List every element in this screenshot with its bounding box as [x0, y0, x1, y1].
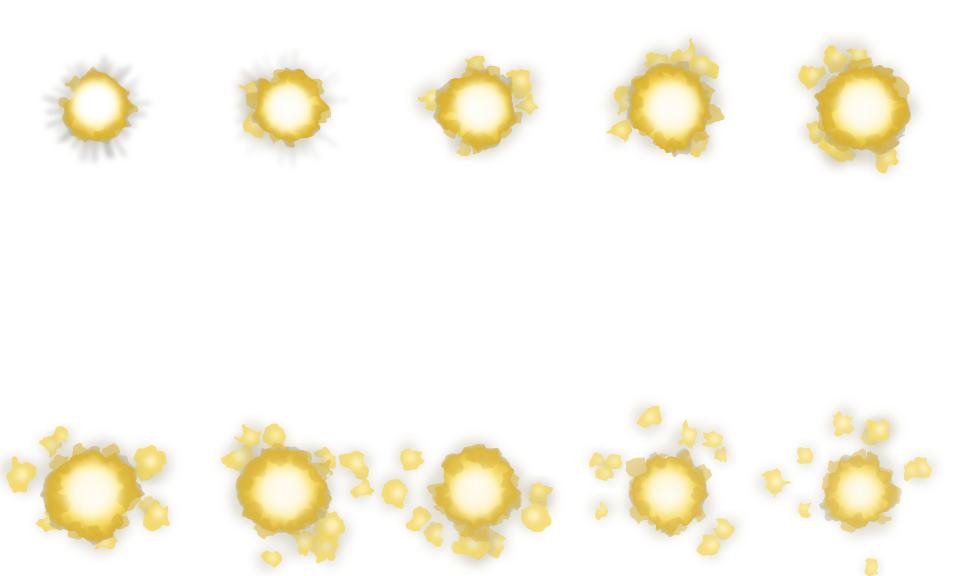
- explosion-frame-6: [0, 427, 172, 555]
- hot-core: [60, 460, 124, 524]
- debris-puffs: [220, 421, 375, 571]
- hot-core: [832, 76, 896, 140]
- hot-core: [450, 78, 510, 138]
- hot-core: [448, 464, 504, 520]
- explosion-frame-10: [757, 405, 936, 576]
- explosion-frame-8: [376, 440, 555, 565]
- hot-core: [260, 80, 316, 136]
- hot-core: [641, 77, 703, 139]
- hot-core: [253, 461, 315, 523]
- fireball-cloud: [242, 66, 330, 153]
- explosion-frame-1: [42, 55, 151, 163]
- fireball-cloud: [59, 67, 137, 149]
- explosion-frame-4: [606, 37, 722, 157]
- explosion-frame-7: [220, 421, 375, 571]
- fireball-cloud: [434, 62, 524, 156]
- explosion-frame-5: [796, 40, 918, 174]
- explosion-frame-9: [587, 404, 739, 560]
- debris-puffs: [587, 404, 739, 560]
- hot-core: [642, 466, 694, 518]
- fireball-cloud: [422, 440, 524, 545]
- explosion-frame-3: [414, 55, 540, 157]
- fireball-cloud: [230, 443, 336, 542]
- fireball-cloud: [40, 439, 143, 547]
- debris-puffs: [757, 405, 936, 576]
- hot-core: [837, 469, 883, 515]
- fireball-cloud: [819, 446, 903, 537]
- debris-puffs: [0, 427, 172, 555]
- fireball-cloud: [621, 59, 722, 156]
- explosion-frame-2: [234, 49, 349, 168]
- fireball-cloud: [624, 449, 713, 538]
- hot-core: [68, 76, 124, 132]
- fireball-cloud: [813, 57, 918, 164]
